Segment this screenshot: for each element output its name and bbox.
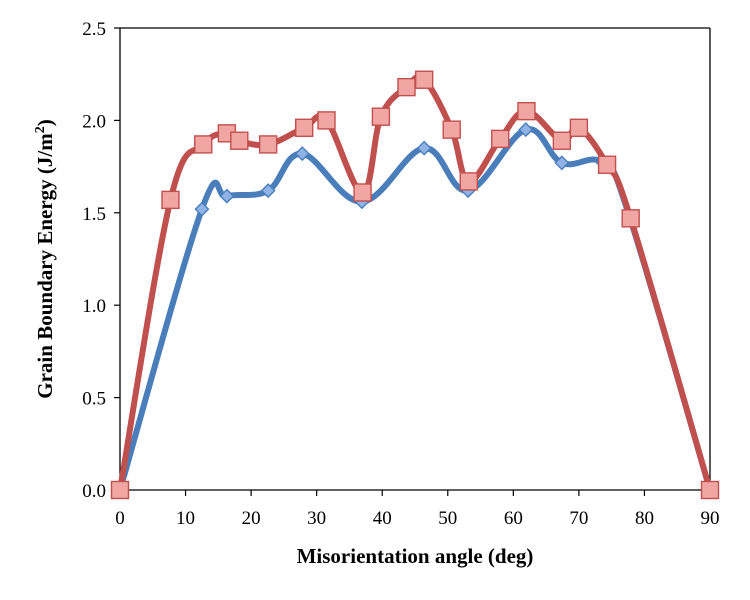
series-2-point xyxy=(459,172,478,191)
series-2-point xyxy=(371,107,391,126)
series-2-point xyxy=(317,111,336,130)
series-2-point xyxy=(194,135,213,154)
y-ticks: 0.0 0.5 1.0 1.5 2.0 2.5 xyxy=(82,19,120,502)
series-2-point xyxy=(597,155,617,174)
y-tick-label: 0.5 xyxy=(82,389,106,410)
series-2-point xyxy=(230,131,249,150)
series-2-point xyxy=(258,135,278,154)
series-1-point xyxy=(194,201,210,217)
x-tick-label: 60 xyxy=(504,508,523,529)
series-2-point xyxy=(700,480,720,500)
series-2-point xyxy=(397,77,416,97)
series-1-point xyxy=(219,188,235,204)
series-2-point xyxy=(353,183,372,202)
y-axis-title-superscript: 2 xyxy=(33,126,48,133)
x-tick-label: 90 xyxy=(701,508,720,529)
y-tick-label: 0.0 xyxy=(82,481,106,502)
series-2 xyxy=(110,70,720,500)
series-2-point xyxy=(414,70,434,89)
y-axis-title-main: Grain Boundary Energy (J/m xyxy=(33,133,57,399)
plot-area xyxy=(119,27,711,491)
x-ticks: 0 10 20 30 40 50 60 70 80 90 xyxy=(115,490,720,529)
y-tick-label: 1.5 xyxy=(82,204,106,225)
series-2-point xyxy=(517,101,536,121)
series-2-point xyxy=(552,131,572,150)
series-2-point xyxy=(295,118,314,137)
x-tick-label: 0 xyxy=(115,508,125,529)
series-1-point xyxy=(518,122,534,138)
series-2-point xyxy=(491,129,510,149)
x-tick-label: 20 xyxy=(242,508,261,529)
y-axis-title-close: ) xyxy=(33,119,57,126)
x-tick-label: 10 xyxy=(176,508,195,529)
x-tick-label: 70 xyxy=(569,508,588,529)
series-layer xyxy=(110,70,720,500)
x-tick-label: 30 xyxy=(307,508,326,529)
series-1-point xyxy=(294,146,310,162)
x-tick-label: 40 xyxy=(373,508,392,529)
y-axis-title: Grain Boundary Energy (J/m2) xyxy=(33,119,57,398)
series-2-point xyxy=(569,118,589,137)
series-2-point xyxy=(442,120,461,139)
series-1-point xyxy=(260,183,276,199)
series-2-point xyxy=(621,209,640,228)
series-1-point xyxy=(416,140,432,156)
y-tick-label: 2.5 xyxy=(82,19,106,40)
series-1 xyxy=(112,122,718,498)
y-tick-label: 2.0 xyxy=(82,111,106,132)
y-tick-label: 1.0 xyxy=(82,296,106,317)
series-2-point xyxy=(161,190,180,210)
series-1-point xyxy=(554,155,570,171)
x-tick-label: 50 xyxy=(438,508,457,529)
series-2-point xyxy=(110,480,130,500)
x-axis-title: Misorientation angle (deg) xyxy=(297,544,534,568)
x-tick-label: 80 xyxy=(635,508,654,529)
